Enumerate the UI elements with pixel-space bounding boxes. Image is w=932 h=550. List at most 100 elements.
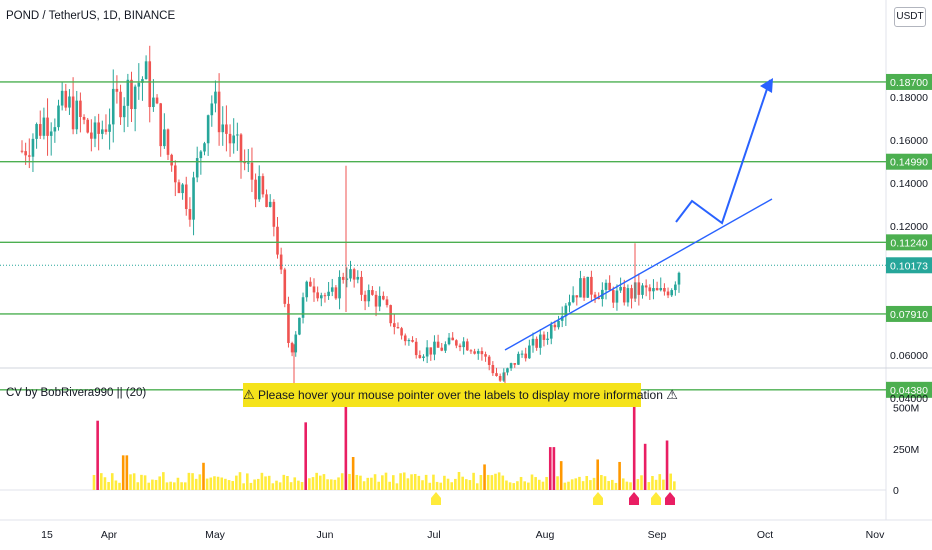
volume-bar [384, 472, 388, 490]
volume-bar [231, 481, 234, 490]
volume-bar [574, 478, 578, 490]
candle-body [509, 363, 513, 369]
volume-bar [662, 479, 665, 490]
candle-body [159, 103, 162, 147]
candle-body [115, 88, 119, 92]
candle-body [312, 286, 316, 293]
candle-body [520, 353, 524, 355]
volume-bar [545, 476, 548, 490]
candle-body [101, 129, 104, 134]
volume-bar [494, 473, 497, 490]
volume-bar [669, 473, 672, 490]
candle-body [290, 342, 294, 353]
candle-body [663, 288, 666, 292]
candle-body [79, 100, 82, 117]
candle-body [323, 295, 327, 297]
volume-bar [202, 462, 205, 490]
volume-bar [443, 475, 446, 490]
candle-body [60, 90, 64, 106]
candle-body [491, 365, 495, 374]
volume-bar [103, 477, 107, 490]
price-tick-label: 0.16000 [890, 135, 928, 147]
currency-badge[interactable]: USDT [894, 7, 926, 27]
volume-bar [238, 472, 242, 490]
volume-bar [216, 476, 220, 490]
volume-bar [413, 473, 417, 490]
volume-bar [640, 475, 643, 490]
candle-body [334, 287, 338, 299]
signal-label-marker [431, 492, 441, 505]
volume-bar [377, 481, 380, 490]
candle-body [170, 154, 173, 166]
volume-tick-label: 250M [893, 444, 919, 456]
candle-body [283, 269, 287, 304]
candle-body [155, 97, 159, 104]
volume-bar [497, 472, 501, 490]
volume-bar [538, 479, 541, 490]
volume-tick-label: 500M [893, 403, 919, 415]
candle-body [257, 176, 261, 200]
candle-body [652, 288, 655, 292]
volume-bar [585, 476, 589, 490]
volume-bar [282, 474, 286, 490]
volume-bar [355, 474, 359, 490]
projection-arrowhead [760, 78, 773, 93]
candle-body [82, 116, 86, 120]
volume-bar [468, 480, 472, 490]
candle-body [137, 82, 141, 87]
candle-body [174, 165, 177, 183]
candle-body [90, 132, 93, 139]
signal-label-marker [651, 492, 661, 505]
candle-body [455, 340, 458, 346]
volume-bar [173, 482, 176, 490]
candle-body [407, 340, 411, 342]
candle-body [393, 323, 396, 328]
volume-bar [603, 476, 607, 490]
volume-bar [457, 471, 461, 490]
candle-body [287, 303, 290, 343]
volume-bar [421, 480, 424, 490]
candle-body [24, 151, 27, 156]
volume-bar [311, 477, 315, 490]
candle-body [462, 341, 465, 348]
candle-body [582, 278, 586, 298]
volume-bar [267, 475, 271, 490]
candle-body [433, 341, 436, 355]
candle-body [612, 290, 615, 303]
candle-body [141, 79, 144, 83]
volume-bar [395, 483, 399, 490]
volume-bar [209, 477, 213, 490]
volume-bar [530, 474, 534, 490]
level-badge [886, 381, 932, 398]
volume-bar [297, 480, 300, 490]
candle-body [203, 143, 206, 152]
volume-bar [567, 481, 570, 490]
candle-body [374, 294, 378, 307]
candle-body [31, 138, 35, 157]
candle-body [108, 124, 111, 132]
volume-bar [315, 472, 318, 490]
candle-body [564, 305, 568, 317]
indicator-title[interactable]: CV by BobRivera990 || (20) [6, 387, 147, 399]
candle-body [568, 302, 571, 306]
candle-body [93, 122, 97, 139]
volume-bar [450, 482, 453, 490]
candle-body [495, 373, 498, 377]
candle-body [71, 96, 75, 130]
candle-body [608, 282, 611, 291]
volume-bar [96, 420, 99, 490]
volume-bar [417, 475, 421, 490]
level-label: 0.07910 [890, 309, 928, 321]
candle-body [378, 295, 381, 307]
candle-body [403, 335, 407, 342]
candle-body [436, 341, 440, 348]
candle-body [221, 124, 225, 133]
volume-bar [486, 474, 490, 490]
volume-bar [629, 482, 632, 490]
volume-bar [461, 476, 464, 490]
time-tick-label: Sep [648, 529, 667, 541]
symbol-title[interactable]: POND / TetherUS, 1D, BINANCE [6, 10, 176, 22]
candle-body [615, 290, 619, 303]
warning-triangle-icon: ⚠ [243, 387, 255, 402]
